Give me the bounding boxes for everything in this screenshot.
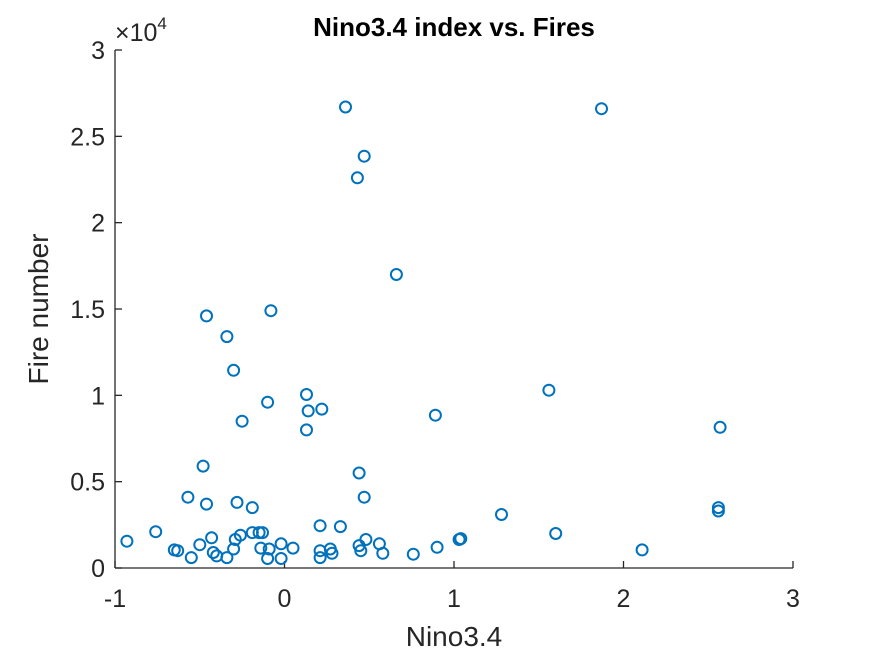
y-exponent-base: ×10 — [115, 19, 157, 47]
svg-text:×104: ×104 — [115, 14, 167, 47]
y-tick-label: 2 — [91, 210, 105, 238]
y-tick-label: 3 — [91, 37, 105, 65]
data-point — [313, 519, 327, 533]
data-point — [376, 546, 390, 560]
data-point — [315, 402, 329, 416]
data-point — [220, 551, 234, 565]
data-point — [300, 388, 313, 401]
data-point — [227, 542, 241, 556]
data-point — [261, 552, 275, 565]
data-point — [300, 423, 313, 437]
data-point — [428, 408, 442, 422]
plot-background — [115, 50, 793, 568]
data-point — [313, 551, 327, 565]
data-point — [206, 546, 220, 559]
data-point — [245, 501, 259, 515]
x-tick-label: 2 — [617, 585, 631, 613]
y-exponent-power: 4 — [157, 14, 166, 33]
data-point — [149, 525, 163, 539]
data-point — [350, 171, 364, 185]
data-point — [713, 420, 727, 434]
data-point — [196, 459, 210, 473]
data-point — [301, 404, 315, 418]
data-point — [357, 149, 371, 163]
y-tick-label: 1.5 — [70, 296, 105, 324]
data-point — [711, 504, 725, 518]
data-point — [274, 552, 288, 565]
data-point — [256, 526, 269, 540]
data-point — [357, 490, 371, 504]
data-point — [339, 100, 352, 114]
x-tick-label: 0 — [278, 585, 292, 613]
data-point — [181, 490, 195, 504]
data-point — [230, 495, 244, 509]
data-point — [286, 541, 300, 555]
data-point — [406, 547, 420, 561]
data-point — [200, 497, 213, 511]
data-point — [227, 363, 241, 377]
data-point — [325, 546, 339, 560]
y-axis-label: Fire number — [23, 234, 54, 385]
data-point — [430, 540, 444, 554]
data-point — [333, 520, 347, 534]
data-point — [635, 543, 649, 557]
data-point — [235, 414, 249, 428]
data-point — [261, 395, 275, 409]
data-point — [254, 541, 268, 555]
data-point — [274, 537, 288, 551]
data-point — [184, 551, 198, 565]
data-point — [595, 102, 608, 116]
x-tick-label: -1 — [104, 585, 126, 613]
y-tick-label: 1 — [91, 382, 105, 410]
x-axis-label: Nino3.4 — [406, 621, 503, 652]
data-point — [495, 508, 508, 521]
y-tick-label: 2.5 — [70, 123, 105, 151]
data-point — [205, 531, 219, 545]
data-point — [233, 528, 247, 542]
data-point — [549, 527, 563, 540]
data-point — [193, 538, 207, 552]
x-ticks: -1 0 1 2 3 — [104, 561, 800, 613]
data-point — [352, 466, 366, 480]
y-tick-label: 0.5 — [70, 469, 105, 497]
data-point — [264, 304, 278, 318]
data-point — [262, 542, 276, 556]
y-tick-label: 0 — [91, 555, 105, 583]
data-point — [120, 534, 134, 548]
data-point — [454, 532, 468, 546]
data-point — [359, 533, 373, 546]
data-point — [354, 544, 368, 558]
x-tick-label: 1 — [447, 585, 461, 613]
chart-title: Nino3.4 index vs. Fires — [313, 12, 595, 42]
x-tick-label: 3 — [786, 585, 800, 613]
y-exponent: ×104 — [115, 14, 167, 47]
data-point — [200, 309, 213, 323]
data-point — [171, 544, 185, 558]
data-point — [220, 330, 234, 344]
data-points — [120, 100, 727, 565]
data-point — [389, 268, 403, 281]
data-point — [542, 383, 556, 397]
y-ticks: 0 0.5 1 1.5 2 2.5 3 — [70, 37, 122, 583]
